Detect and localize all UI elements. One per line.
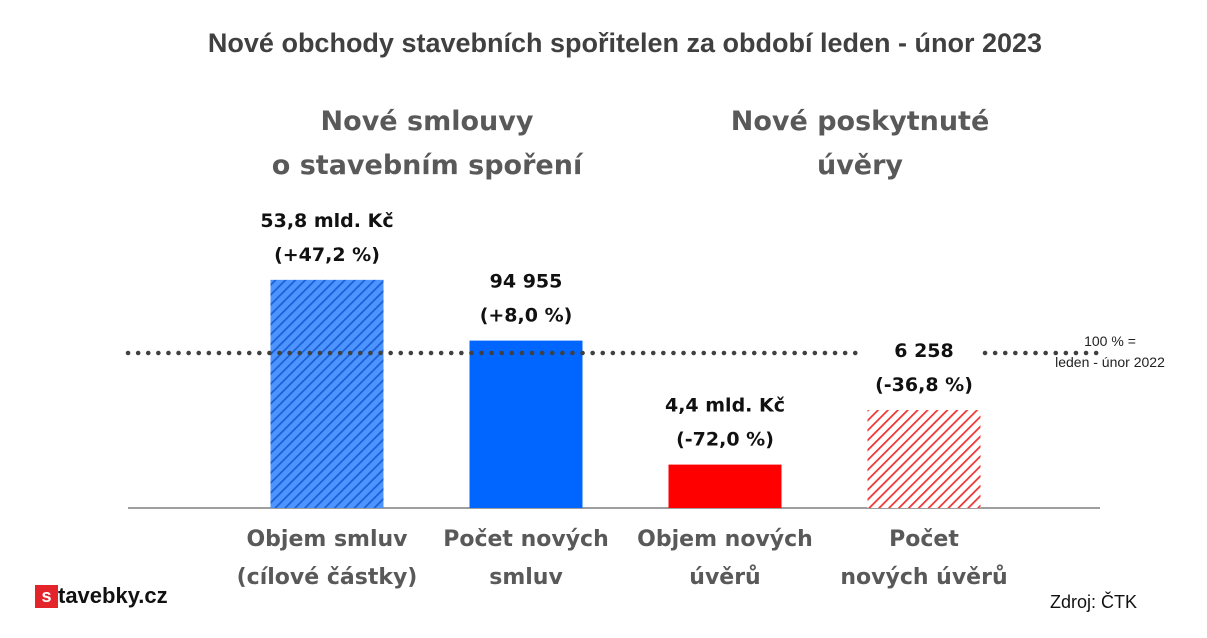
group-title-contracts-line1: Nové smlouvy: [320, 106, 534, 137]
data-label-value-1: 53,8 mld. Kč: [260, 210, 393, 232]
data-label-change-2: (+8,0 %): [480, 305, 573, 327]
category-label-3-line1: Objem nových: [637, 527, 813, 552]
data-label-change-1: (+47,2 %): [274, 244, 380, 266]
bar-3: [668, 464, 782, 508]
group-title-loans-line1: Nové poskytnuté: [730, 106, 990, 137]
source-note: Zdroj: ČTK: [1050, 592, 1138, 612]
bar-4: [867, 410, 981, 508]
logo-text: tavebky.cz: [58, 583, 168, 608]
category-label-1-line1: Objem smluv: [246, 527, 408, 552]
category-label-2-line2: smluv: [489, 565, 563, 590]
reference-line-label-line2: leden - únor 2022: [1055, 354, 1165, 370]
data-label-value-4: 6 258: [894, 340, 954, 362]
group-title-loans: Nové poskytnuté úvěry: [660, 100, 1060, 188]
category-label-3-line2: úvěrů: [689, 565, 760, 590]
group-title-contracts: Nové smlouvy o stavebním spoření: [227, 100, 627, 188]
category-label-4-line2: nových úvěrů: [840, 565, 1007, 590]
category-label-2-line1: Počet nových: [443, 527, 609, 552]
bar-2: [469, 340, 583, 508]
reference-line-label: 100 % = leden - únor 2022: [1005, 331, 1207, 373]
group-title-loans-line2: úvěry: [816, 150, 904, 181]
bar-1: [270, 279, 384, 508]
data-label-change-4: (-36,8 %): [875, 374, 973, 396]
stavebky-logo: s tavebky.cz: [35, 582, 168, 610]
logo-letter: s: [35, 584, 58, 608]
reference-line-label-line1: 100 % =: [1084, 333, 1136, 349]
category-label-1-line2: (cílové částky): [237, 565, 418, 590]
group-title-contracts-line2: o stavebním spoření: [271, 150, 583, 181]
category-label-4-line1: Počet: [889, 527, 959, 552]
data-label-change-3: (-72,0 %): [676, 429, 774, 451]
data-label-value-2: 94 955: [490, 271, 563, 293]
chart-title: Nové obchody stavebních spořitelen za ob…: [207, 28, 1043, 58]
data-label-value-3: 4,4 mld. Kč: [665, 395, 785, 417]
